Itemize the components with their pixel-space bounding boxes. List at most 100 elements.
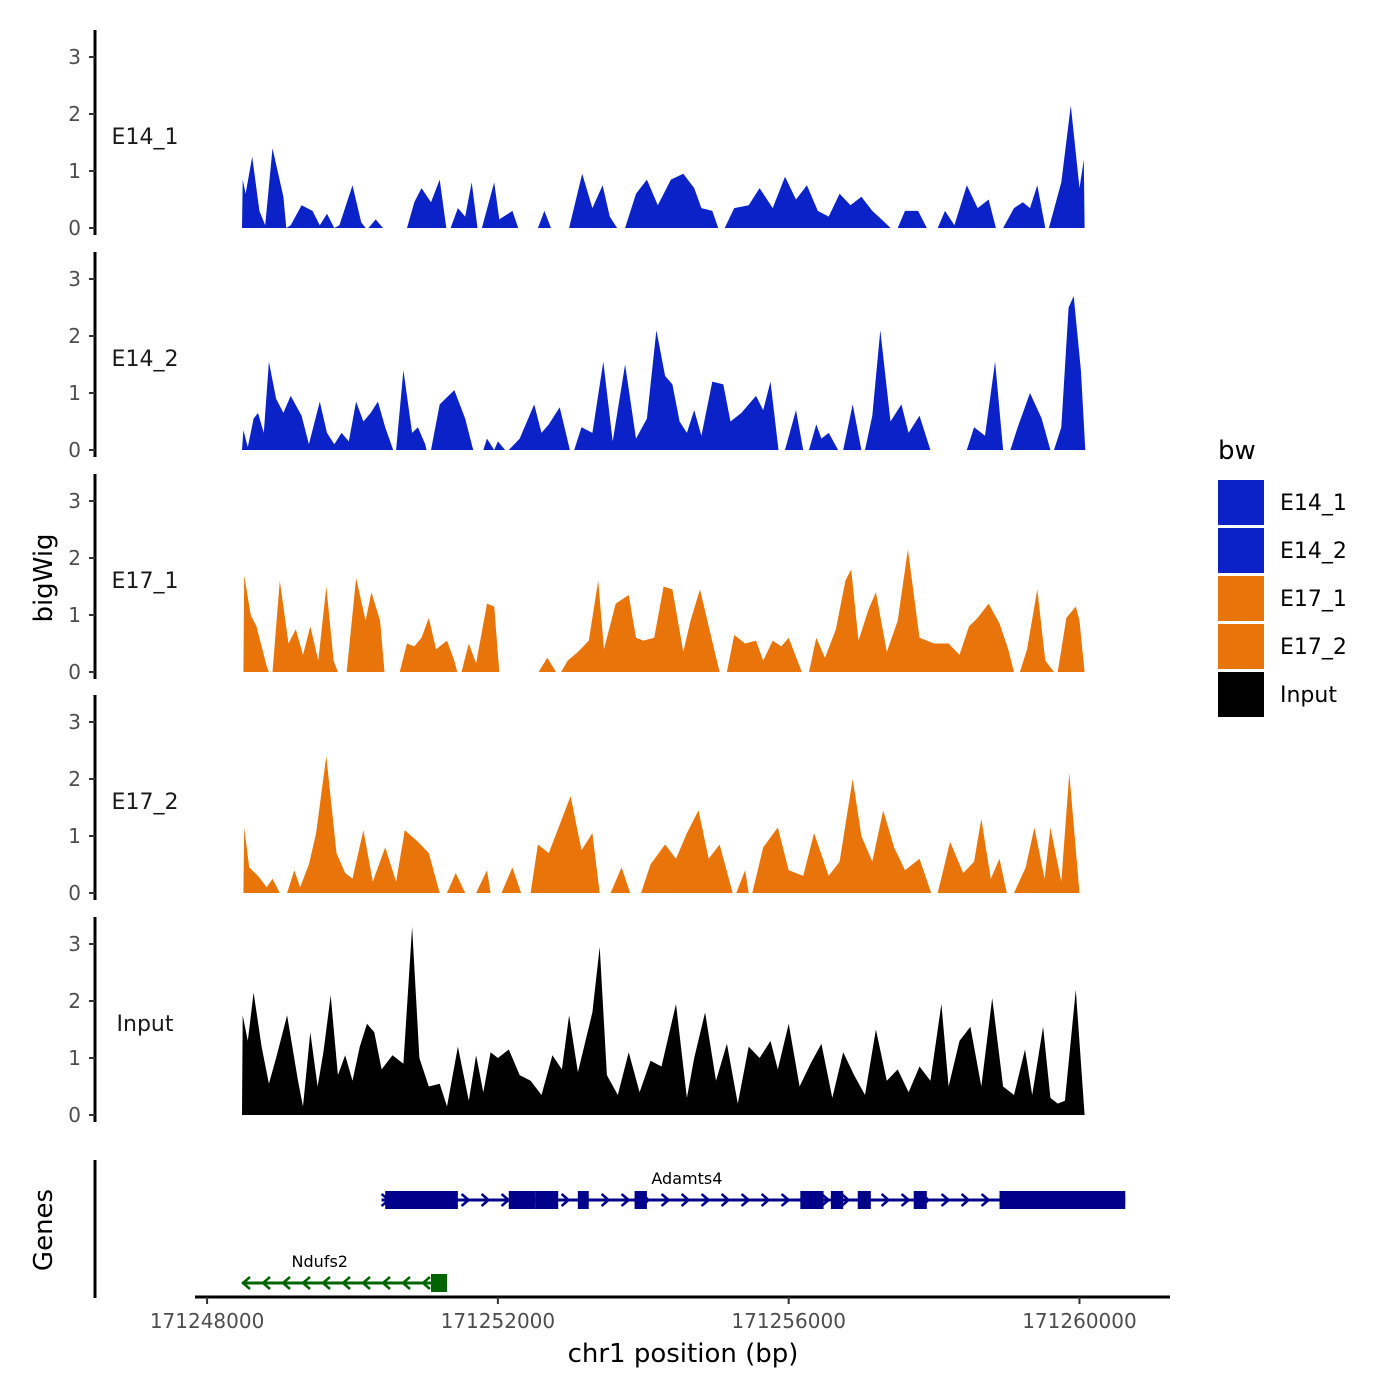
y-tick-label: 2 bbox=[68, 102, 81, 126]
y-tick-label: 3 bbox=[68, 267, 81, 291]
legend-label: E17_2 bbox=[1280, 635, 1347, 660]
strand-arrow bbox=[980, 1193, 991, 1207]
strand-arrow bbox=[361, 1276, 371, 1290]
signal-area-Input bbox=[242, 926, 1085, 1115]
gene-exon bbox=[999, 1191, 1126, 1209]
strand-arrow bbox=[341, 1276, 351, 1290]
gene-Adamts4: Adamts4 bbox=[380, 1169, 1126, 1209]
track-Input: 0 1 2 3 Input bbox=[68, 917, 1085, 1127]
strand-arrow bbox=[740, 1193, 751, 1207]
strand-arrow bbox=[680, 1193, 691, 1207]
strand-arrow bbox=[460, 1193, 471, 1207]
gene-exon bbox=[634, 1191, 647, 1209]
gene-exon bbox=[577, 1191, 589, 1209]
x-tick-label: 171260000 bbox=[1022, 1309, 1137, 1333]
legend-key bbox=[1218, 624, 1264, 669]
y-tick-label: 3 bbox=[68, 932, 81, 956]
gene-exon bbox=[830, 1191, 844, 1209]
track-label: E17_1 bbox=[112, 569, 179, 594]
gene-exon bbox=[857, 1191, 871, 1209]
y-axis-title: bigWig bbox=[29, 533, 59, 622]
y-tick-label: 2 bbox=[68, 989, 81, 1013]
strand-arrow bbox=[620, 1193, 631, 1207]
genes-axis-title: Genes bbox=[29, 1189, 59, 1271]
strand-arrow bbox=[780, 1193, 791, 1207]
y-tick-label: 1 bbox=[68, 824, 81, 848]
y-tick-label: 3 bbox=[68, 710, 81, 734]
strand-arrow bbox=[480, 1193, 491, 1207]
legend-key bbox=[1218, 672, 1264, 717]
track-E17_1: 0 1 2 3 E17_1 bbox=[68, 474, 1085, 684]
y-tick-label: 3 bbox=[68, 45, 81, 69]
strand-arrow bbox=[301, 1276, 311, 1290]
legend-label: Input bbox=[1280, 683, 1337, 708]
x-axis-title: chr1 position (bp) bbox=[568, 1339, 799, 1369]
strand-arrow bbox=[421, 1276, 431, 1290]
signal-area-E14_1 bbox=[242, 105, 1085, 228]
strand-arrow bbox=[321, 1276, 331, 1290]
x-tick-label: 171252000 bbox=[441, 1309, 556, 1333]
y-tick-label: 1 bbox=[68, 159, 81, 183]
y-tick-label: 2 bbox=[68, 324, 81, 348]
strand-arrow bbox=[960, 1193, 971, 1207]
strand-arrow bbox=[760, 1193, 771, 1207]
legend: bw E14_1 E14_2 E17_1 E17_2 Input bbox=[1218, 436, 1347, 717]
y-tick-label: 1 bbox=[68, 381, 81, 405]
legend-key bbox=[1218, 576, 1264, 621]
track-label: E17_2 bbox=[112, 790, 179, 815]
y-tick-label: 2 bbox=[68, 767, 81, 791]
y-tick-label: 0 bbox=[68, 1103, 81, 1127]
gene-label: Ndufs2 bbox=[292, 1252, 348, 1271]
legend-label: E14_1 bbox=[1280, 491, 1347, 516]
x-axis: 171248000 171252000 171256000 171260000 bbox=[150, 1295, 1170, 1333]
strand-arrow bbox=[261, 1276, 271, 1290]
signal-area-E14_2 bbox=[242, 296, 1086, 450]
gene-exon bbox=[913, 1191, 927, 1209]
strand-arrow bbox=[700, 1193, 711, 1207]
strand-arrow bbox=[720, 1193, 731, 1207]
strand-arrow bbox=[600, 1193, 611, 1207]
gene-exon bbox=[535, 1191, 559, 1209]
strand-arrow bbox=[840, 1193, 851, 1207]
strand-arrow bbox=[940, 1193, 951, 1207]
x-tick-label: 171248000 bbox=[150, 1309, 265, 1333]
y-tick-label: 1 bbox=[68, 603, 81, 627]
y-tick-label: 0 bbox=[68, 660, 81, 684]
y-tick-label: 3 bbox=[68, 489, 81, 513]
gene-exon bbox=[800, 1191, 824, 1209]
strand-arrow bbox=[381, 1276, 391, 1290]
signal-area-E17_1 bbox=[243, 549, 1085, 672]
y-tick-label: 0 bbox=[68, 216, 81, 240]
gene-track: Adamts4 Ndufs2 bbox=[93, 1160, 1126, 1298]
legend-title: bw bbox=[1218, 436, 1256, 466]
gene-Ndufs2: Ndufs2 bbox=[241, 1252, 447, 1292]
y-tick-label: 0 bbox=[68, 881, 81, 905]
strand-arrow bbox=[401, 1276, 411, 1290]
strand-arrow bbox=[281, 1276, 291, 1290]
track-E14_2: 0 1 2 3 E14_2 bbox=[68, 252, 1086, 462]
strand-arrow bbox=[660, 1193, 671, 1207]
legend-key bbox=[1218, 480, 1264, 525]
signal-tracks: 0 1 2 3 E14_1 0 1 2 3 E14_2 0 1 2 3 E17_1 0 1 2 3 E17_2 0 1 2 3… bbox=[68, 30, 1086, 1127]
y-tick-label: 2 bbox=[68, 546, 81, 570]
x-tick-label: 171256000 bbox=[731, 1309, 846, 1333]
signal-area-E17_2 bbox=[243, 756, 1080, 893]
gene-exon bbox=[385, 1191, 458, 1209]
gene-exon bbox=[430, 1274, 447, 1292]
gene-label: Adamts4 bbox=[651, 1169, 722, 1188]
strand-arrow bbox=[900, 1193, 911, 1207]
legend-label: E14_2 bbox=[1280, 539, 1347, 564]
strand-arrow bbox=[820, 1193, 831, 1207]
y-tick-label: 0 bbox=[68, 438, 81, 462]
strand-arrow bbox=[500, 1193, 511, 1207]
track-label: E14_2 bbox=[112, 347, 179, 372]
track-label: E14_1 bbox=[112, 125, 179, 150]
strand-arrow bbox=[880, 1193, 891, 1207]
legend-label: E17_1 bbox=[1280, 587, 1347, 612]
track-E14_1: 0 1 2 3 E14_1 bbox=[68, 30, 1085, 240]
track-label: Input bbox=[117, 1012, 174, 1037]
strand-arrow bbox=[241, 1276, 251, 1290]
y-tick-label: 1 bbox=[68, 1046, 81, 1070]
gene-exon bbox=[508, 1191, 536, 1209]
